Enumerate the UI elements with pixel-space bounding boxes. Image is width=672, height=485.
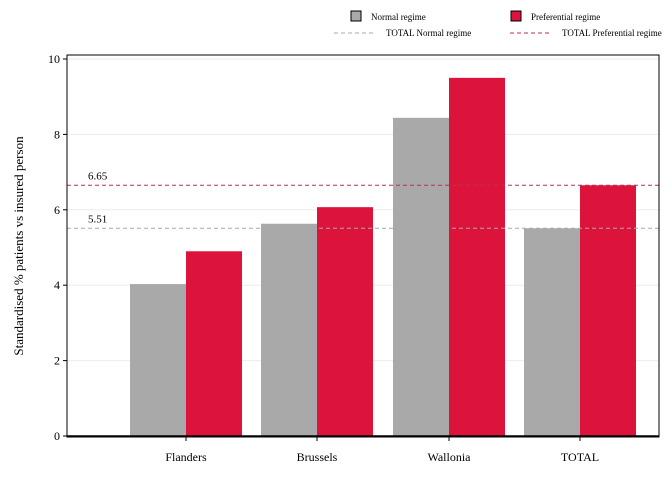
bar-flanders-preferential [186, 251, 242, 436]
legend-swatch-preferential [510, 10, 522, 22]
legend-swatch-normal [350, 10, 362, 22]
bar-brussels-preferential [317, 207, 373, 436]
x-tick-label-brussels: Brussels [297, 450, 338, 464]
y-tick-label-2: 4 [54, 278, 60, 292]
x-tick-label-total: TOTAL [561, 450, 599, 464]
bar-wallonia-preferential [449, 77, 505, 436]
legend-line-label-normal: TOTAL Normal regime [386, 28, 471, 38]
y-tick-label-4: 8 [54, 127, 60, 141]
legend-label-normal: Normal regime [371, 12, 426, 22]
bar-brussels-normal [261, 223, 317, 436]
plot-frame [66, 54, 660, 438]
legend-line-label-preferential: TOTAL Preferential regime [562, 28, 662, 38]
x-tick-label-wallonia: Wallonia [427, 450, 471, 464]
y-tick-label-5: 10 [48, 52, 60, 66]
reference-label-preferential: 6.65 [88, 170, 108, 182]
bar-wallonia-normal [393, 117, 449, 436]
x-tick-label-flanders: Flanders [165, 450, 207, 464]
y-axis-label: Standardised % patients vs insured perso… [11, 136, 26, 356]
y-tick-label-0: 0 [54, 429, 60, 443]
y-tick-label-3: 6 [54, 203, 60, 217]
bar-total-preferential [580, 185, 636, 436]
y-tick-label-1: 2 [54, 354, 60, 368]
bar-flanders-normal [130, 284, 186, 436]
reference-label-normal: 5.51 [88, 213, 107, 225]
bar-total-normal [524, 228, 580, 436]
legend-label-preferential: Preferential regime [531, 12, 600, 22]
